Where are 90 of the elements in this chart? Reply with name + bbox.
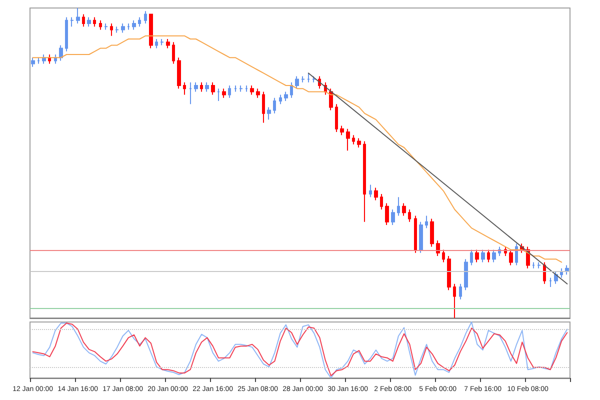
candlestick xyxy=(149,14,153,49)
candlestick xyxy=(194,82,198,92)
candlestick xyxy=(340,125,344,136)
candlestick xyxy=(515,243,518,266)
candlestick xyxy=(402,202,406,216)
candlestick xyxy=(48,54,51,64)
candlestick xyxy=(509,249,513,266)
candlestick xyxy=(279,94,282,105)
candlestick xyxy=(565,264,569,276)
candlestick xyxy=(256,88,260,98)
candlestick xyxy=(352,134,355,145)
candlestick xyxy=(481,249,485,263)
candlestick xyxy=(290,82,293,98)
candlestick xyxy=(301,76,305,83)
candlestick xyxy=(82,14,85,28)
candlestick xyxy=(554,271,558,284)
candlestick xyxy=(543,262,546,284)
candlestick xyxy=(397,196,400,216)
candlestick xyxy=(346,128,350,152)
candlestick xyxy=(560,268,563,278)
candlestick xyxy=(110,23,113,36)
candlestick xyxy=(155,38,158,49)
candlestick xyxy=(172,42,175,64)
candlestick xyxy=(250,85,254,96)
candlestick xyxy=(132,20,136,30)
candlestick xyxy=(459,283,462,300)
candlestick xyxy=(329,88,333,111)
candlestick xyxy=(391,209,395,226)
candlestick xyxy=(295,76,299,90)
candlestick xyxy=(453,283,456,318)
candlestick xyxy=(475,249,479,263)
candlestick xyxy=(166,38,170,49)
candlestick xyxy=(121,23,125,34)
candlestick xyxy=(217,88,220,102)
candlestick xyxy=(93,16,96,28)
candlestick xyxy=(183,82,186,96)
candlestick xyxy=(436,240,440,256)
candlestick xyxy=(239,85,243,92)
candlestick xyxy=(380,194,383,210)
candlestick xyxy=(245,85,248,92)
candlestick xyxy=(127,23,130,30)
candlestick xyxy=(273,97,276,114)
candlestick xyxy=(160,38,164,46)
candlestick xyxy=(414,215,417,254)
candlestick xyxy=(419,221,423,254)
candlestick xyxy=(425,215,428,229)
candlestick xyxy=(487,249,490,263)
candlestick xyxy=(369,184,372,198)
candlestick xyxy=(87,16,91,28)
candlestick xyxy=(442,249,445,263)
candlestick xyxy=(357,138,361,148)
candlestick xyxy=(189,82,192,105)
candlestick xyxy=(374,187,378,201)
candlestick xyxy=(104,23,108,30)
candlestick xyxy=(464,258,468,291)
candlestick xyxy=(492,249,496,263)
candlestick xyxy=(430,218,434,248)
candlestick xyxy=(267,106,271,120)
candlestick xyxy=(37,57,40,64)
candlestick xyxy=(115,26,119,34)
candlestick xyxy=(408,209,411,222)
candlestick xyxy=(205,82,209,92)
candlestick xyxy=(211,82,215,96)
candlestick xyxy=(307,72,310,83)
candlestick xyxy=(537,262,541,269)
candlestick xyxy=(234,85,237,92)
candlestick xyxy=(228,85,231,98)
candlestick xyxy=(385,202,389,226)
candlestick xyxy=(138,16,141,28)
candlestick xyxy=(532,262,535,269)
candlestick xyxy=(99,20,102,30)
candlestick xyxy=(65,16,68,52)
candlestick xyxy=(31,57,35,68)
candlestick xyxy=(470,249,473,266)
candlestick xyxy=(54,54,57,64)
candlestick xyxy=(144,10,147,24)
candlestick xyxy=(284,91,288,102)
candlestick xyxy=(59,44,63,62)
candlestick xyxy=(200,82,203,92)
candlestick xyxy=(447,256,451,291)
candlestick xyxy=(363,140,366,222)
candlestick xyxy=(70,16,74,28)
candlestick xyxy=(42,54,46,64)
candlestick xyxy=(177,57,181,90)
candlestick xyxy=(549,277,552,288)
candlestick xyxy=(76,8,80,24)
candlestick xyxy=(312,76,316,83)
candlestick xyxy=(262,91,265,124)
candlestick xyxy=(335,104,338,132)
candlestick xyxy=(222,88,226,98)
